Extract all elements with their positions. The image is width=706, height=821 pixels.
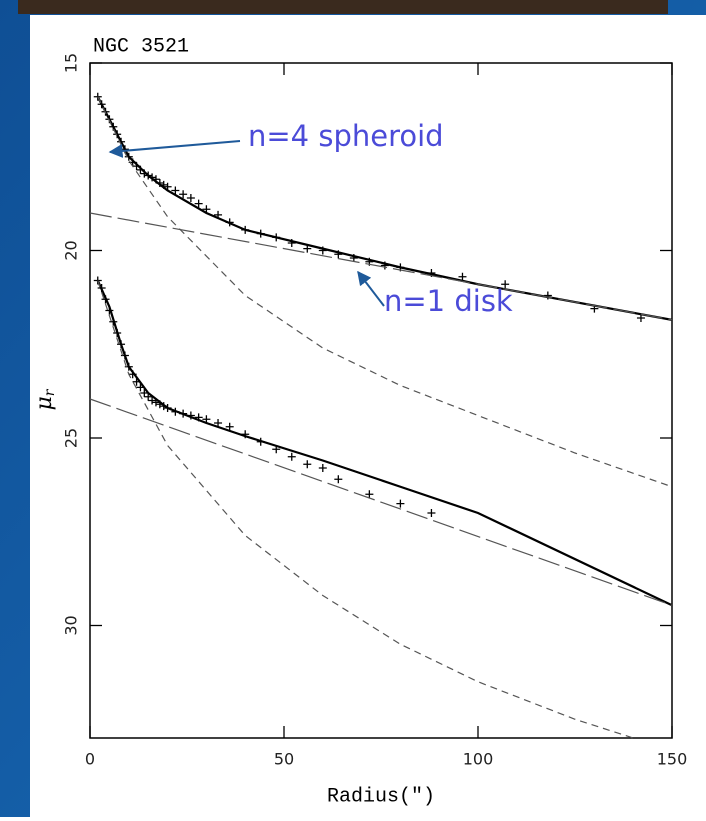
- model-total: [96, 280, 673, 607]
- data-point: [334, 475, 343, 484]
- data-point: [365, 490, 374, 499]
- data-point: [303, 460, 312, 469]
- model-total: [96, 96, 673, 321]
- data-point: [287, 452, 296, 461]
- x-tick-label: 150: [657, 750, 688, 769]
- model-component: [89, 398, 673, 606]
- data-point: [318, 464, 327, 472]
- annotation-arrow: [108, 140, 241, 158]
- data-point: [179, 190, 188, 199]
- model-component: [97, 280, 634, 739]
- plot-frame: [89, 62, 673, 739]
- data-point: [148, 396, 157, 405]
- y-tick-label: 25: [62, 428, 81, 448]
- y-label-sub: r: [42, 388, 58, 396]
- data-point: [194, 199, 203, 208]
- x-tick-label: 100: [463, 750, 494, 769]
- x-axis-label: Radius("): [327, 785, 435, 808]
- x-tick-label: 0: [85, 750, 95, 769]
- annotation: n=1 disk: [384, 284, 513, 318]
- annotation: n=4 spheroid: [248, 119, 444, 153]
- data-point: [396, 499, 405, 508]
- data-point: [427, 509, 436, 517]
- data-point: [501, 280, 510, 289]
- data-point: [171, 186, 180, 195]
- chart-title: NGC 3521: [93, 35, 189, 58]
- annotation-arrow: [357, 270, 385, 307]
- y-label-main: μ: [32, 396, 57, 410]
- model-component: [89, 212, 673, 321]
- data-point: [225, 422, 234, 431]
- y-tick-label: 20: [62, 240, 81, 260]
- model-component: [97, 96, 673, 488]
- data-point: [186, 194, 195, 202]
- data-point: [214, 419, 223, 427]
- header-image: [18, 0, 668, 14]
- y-tick-label: 30: [62, 615, 81, 635]
- y-tick-label: 15: [62, 53, 81, 73]
- y-axis-label: μr: [32, 388, 58, 410]
- x-tick-label: 50: [274, 750, 294, 769]
- data-point: [458, 272, 467, 281]
- data-point: [636, 314, 645, 322]
